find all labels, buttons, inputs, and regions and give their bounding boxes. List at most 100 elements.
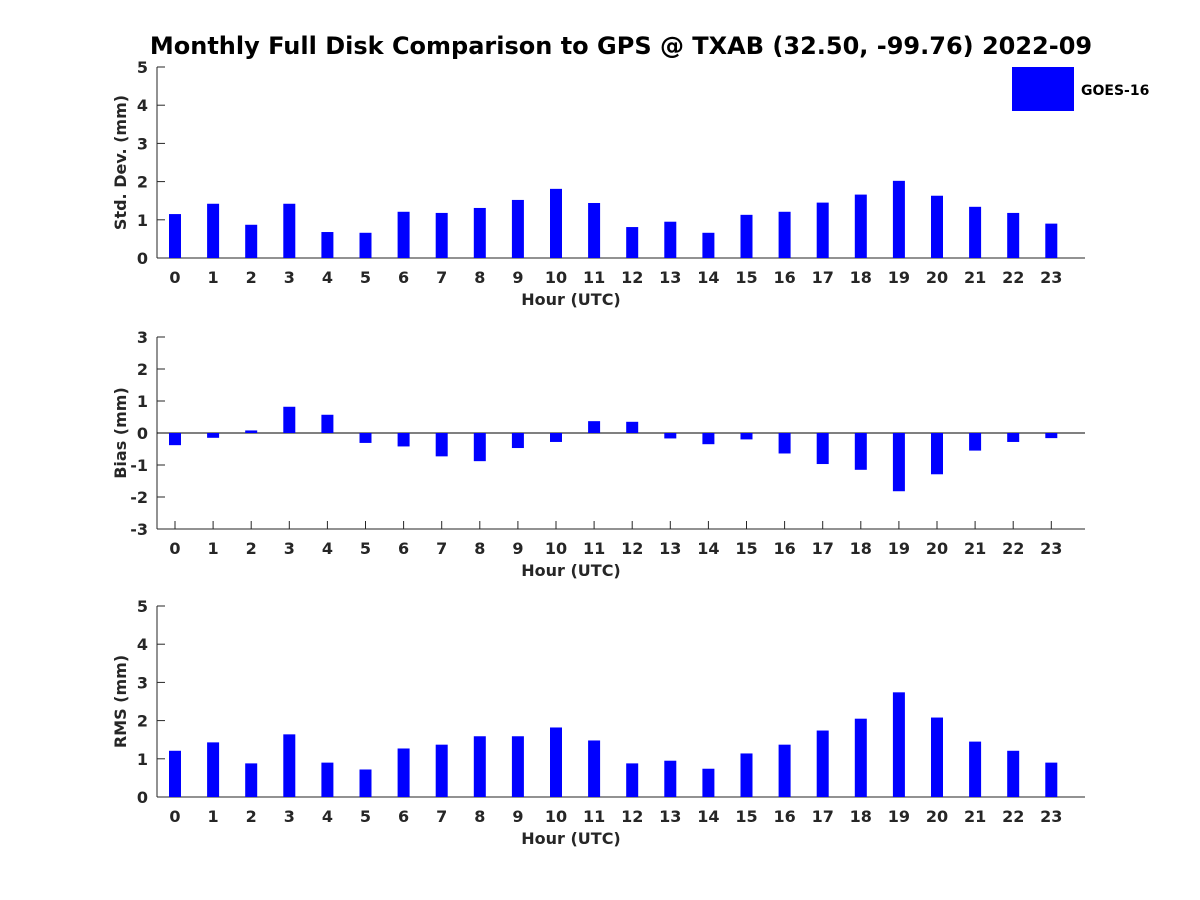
bar-rms-22	[1007, 750, 1020, 797]
x-tick-label: 7	[436, 539, 447, 558]
y-tick-label: 5	[137, 58, 148, 77]
bar-stddev-9	[511, 199, 524, 258]
x-tick-label: 0	[169, 268, 180, 287]
bar-rms-18	[854, 718, 867, 797]
bar-rms-5	[359, 769, 372, 797]
x-tick-label: 9	[512, 268, 523, 287]
x-tick-label: 12	[621, 539, 643, 558]
bar-stddev-1	[207, 203, 220, 258]
x-tick-label: 9	[512, 807, 523, 826]
y-axis-label: Bias (mm)	[111, 387, 130, 479]
bar-bias-6	[397, 433, 410, 447]
x-tick-label: 11	[583, 539, 605, 558]
bar-bias-12	[626, 421, 639, 433]
x-tick-label: 17	[812, 539, 834, 558]
x-tick-label: 13	[659, 539, 681, 558]
y-tick-label: 4	[137, 96, 148, 115]
bar-rms-9	[511, 736, 524, 797]
x-tick-label: 15	[735, 268, 757, 287]
legend-label: GOES-16	[1081, 83, 1149, 99]
bar-bias-10	[550, 433, 562, 442]
bar-stddev-14	[702, 232, 715, 258]
bar-stddev-12	[626, 227, 639, 258]
y-tick-label: -1	[130, 456, 148, 475]
bar-stddev-5	[359, 232, 372, 258]
bar-rms-14	[702, 768, 715, 797]
x-tick-label: 0	[169, 539, 180, 558]
x-tick-label: 16	[773, 807, 795, 826]
bar-bias-0	[169, 433, 181, 446]
bar-stddev-2	[245, 224, 258, 258]
bar-stddev-4	[321, 232, 334, 258]
x-tick-label: 17	[812, 268, 834, 287]
bar-bias-5	[359, 433, 372, 443]
bar-bias-14	[702, 433, 715, 445]
x-tick-label: 6	[398, 807, 409, 826]
x-tick-label: 17	[812, 807, 834, 826]
x-tick-label: 18	[850, 539, 872, 558]
x-tick-label: 5	[360, 539, 371, 558]
x-tick-label: 23	[1040, 807, 1062, 826]
bar-stddev-13	[664, 221, 677, 258]
bar-bias-4	[321, 414, 334, 433]
x-axis-label: Hour (UTC)	[521, 561, 621, 580]
x-tick-label: 11	[583, 807, 605, 826]
x-tick-label: 20	[926, 268, 948, 287]
x-tick-label: 8	[474, 539, 485, 558]
bar-rms-12	[626, 763, 639, 797]
x-tick-label: 23	[1040, 268, 1062, 287]
x-tick-label: 16	[773, 539, 795, 558]
bar-stddev-8	[473, 207, 486, 258]
bar-bias-18	[854, 433, 867, 470]
x-tick-label: 4	[322, 268, 333, 287]
y-tick-label: 0	[137, 249, 148, 268]
x-axis-label: Hour (UTC)	[521, 829, 621, 848]
bar-stddev-11	[588, 202, 601, 258]
y-tick-label: 1	[137, 750, 148, 769]
x-tick-label: 19	[888, 807, 910, 826]
x-tick-label: 20	[926, 807, 948, 826]
bar-stddev-20	[931, 195, 943, 258]
bar-stddev-0	[169, 214, 181, 258]
bar-rms-23	[1045, 762, 1058, 797]
x-tick-label: 14	[697, 807, 719, 826]
bar-rms-7	[435, 744, 448, 797]
bar-stddev-22	[1007, 212, 1020, 258]
bar-bias-11	[588, 421, 601, 433]
x-tick-label: 7	[436, 268, 447, 287]
x-tick-label: 21	[964, 268, 986, 287]
bar-rms-6	[397, 748, 410, 797]
bar-stddev-7	[435, 212, 448, 258]
bar-bias-19	[892, 433, 905, 492]
bar-bias-23	[1045, 433, 1058, 439]
x-tick-label: 16	[773, 268, 795, 287]
x-tick-label: 22	[1002, 268, 1024, 287]
bar-bias-2	[245, 430, 258, 433]
x-tick-label: 6	[398, 539, 409, 558]
bar-rms-13	[664, 760, 677, 797]
x-tick-label: 9	[512, 539, 523, 558]
bar-rms-21	[969, 741, 982, 797]
x-tick-label: 3	[284, 539, 295, 558]
bar-bias-8	[473, 433, 486, 462]
x-tick-label: 3	[284, 268, 295, 287]
bar-bias-21	[969, 433, 982, 451]
x-tick-label: 15	[735, 807, 757, 826]
x-tick-label: 0	[169, 807, 180, 826]
x-tick-label: 21	[964, 807, 986, 826]
bar-rms-10	[550, 727, 562, 797]
x-tick-label: 1	[208, 268, 219, 287]
x-tick-label: 21	[964, 539, 986, 558]
x-tick-label: 12	[621, 807, 643, 826]
bar-rms-11	[588, 740, 601, 797]
bar-rms-19	[892, 692, 905, 797]
x-tick-label: 6	[398, 268, 409, 287]
x-tick-label: 1	[208, 539, 219, 558]
y-tick-label: 1	[137, 211, 148, 230]
bar-stddev-6	[397, 211, 410, 258]
x-tick-label: 10	[545, 539, 567, 558]
y-axis-label: Std. Dev. (mm)	[111, 95, 130, 230]
